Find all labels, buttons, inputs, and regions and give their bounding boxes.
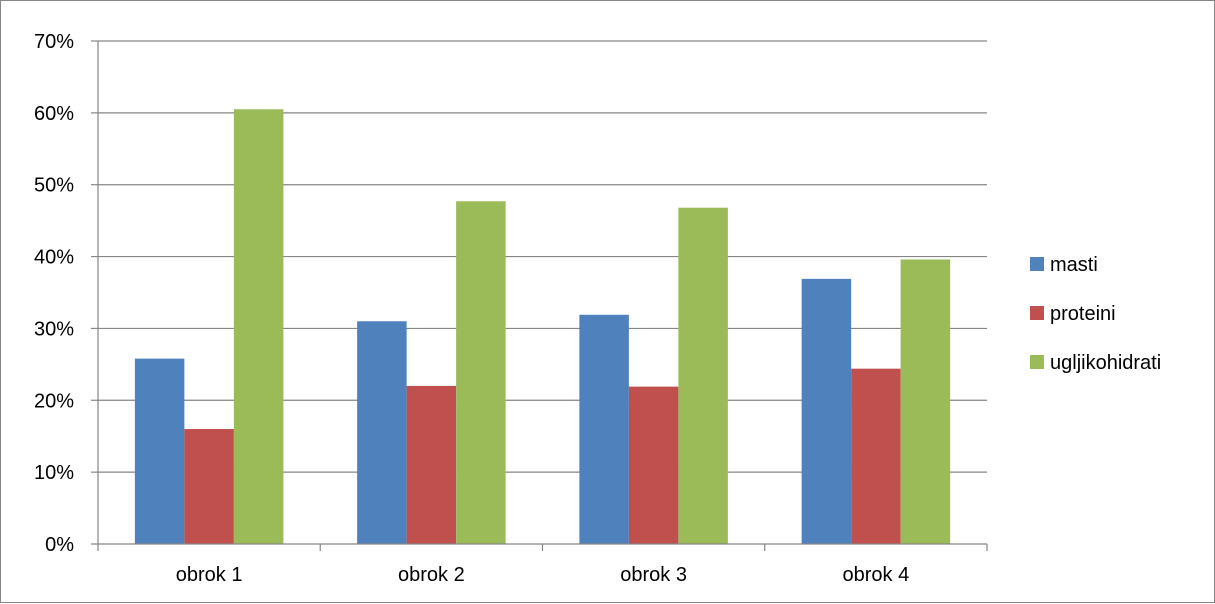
legend-label: masti [1050,254,1098,276]
legend-swatch [1030,257,1044,271]
bar-proteini-obrok-4 [851,368,901,544]
legend-swatch [1030,306,1044,320]
x-axis-labels: obrok 1 obrok 2 obrok 3 obrok 4 [176,564,909,586]
y-tick-label: 50% [34,175,74,197]
bar-ugljikohidrati-obrok-2 [456,201,506,544]
legend-label: ugljikohidrati [1050,352,1161,374]
x-tick-label: obrok 2 [398,564,465,586]
legend: masti proteini ugljikohidrati [1030,254,1161,374]
bar-masti-obrok-1 [134,358,185,544]
bar-masti-obrok-4 [801,278,852,544]
bar-masti-obrok-3 [579,314,629,544]
y-tick-label: 30% [34,318,74,340]
x-tick-label: obrok 3 [620,564,687,586]
bars [134,109,951,545]
y-tick-label: 60% [34,103,74,125]
bar-ugljikohidrati-obrok-4 [900,259,951,544]
bar-ugljikohidrati-obrok-1 [233,109,284,544]
y-tick-label: 40% [34,247,74,269]
bar-proteini-obrok-3 [628,386,679,544]
y-axis-ticks: 0% 10% 20% 30% 40% 50% 60% 70% [34,31,98,556]
x-axis [97,41,988,551]
x-tick-label: obrok 4 [843,564,910,586]
y-tick-label: 0% [45,534,74,556]
bar-ugljikohidrati-obrok-3 [678,207,728,545]
y-tick-label: 10% [34,462,74,484]
bar-masti-obrok-2 [357,321,407,544]
y-tick-label: 20% [34,390,74,412]
bar-proteini-obrok-2 [406,385,457,544]
legend-swatch [1030,355,1044,369]
x-tick-label: obrok 1 [176,564,243,586]
y-tick-label: 70% [34,31,74,53]
legend-label: proteini [1050,303,1116,325]
bar-proteini-obrok-1 [184,429,234,544]
